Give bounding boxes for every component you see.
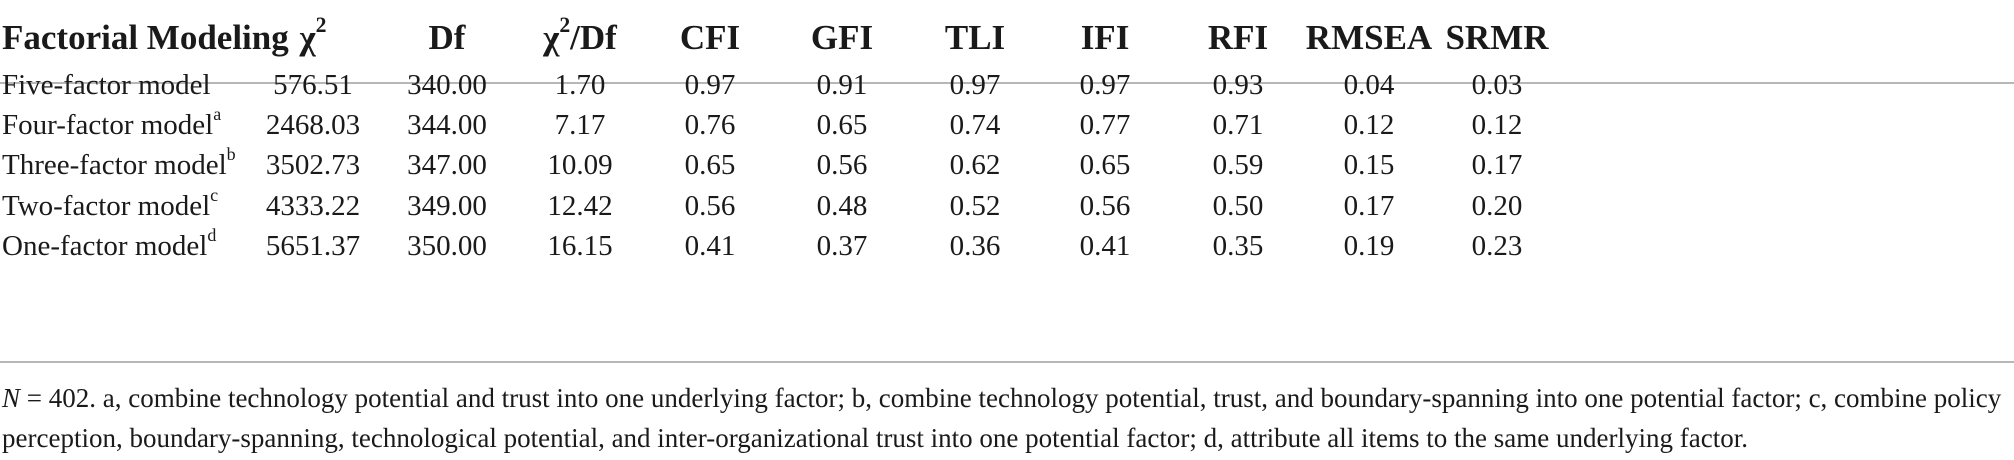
cell-gfi: 0.37 xyxy=(816,230,868,262)
cell-srmr: 0.23 xyxy=(1471,230,1523,262)
cell-chi-square: 2468.03 xyxy=(265,109,361,141)
header-gfi: GFI xyxy=(810,18,874,57)
table-bottom-rule xyxy=(0,361,2014,363)
cell-chi-square-df: 7.17 xyxy=(554,109,606,141)
cell-cfi: 0.56 xyxy=(684,190,736,222)
cell-tli: 0.52 xyxy=(949,190,1001,222)
cell-chi-square: 3502.73 xyxy=(265,149,361,181)
header-factorial-modeling: Factorial Modeling xyxy=(2,18,289,57)
cell-cfi: 0.97 xyxy=(684,69,736,101)
cell-tli: 0.62 xyxy=(949,149,1001,181)
cell-chi-square: 576.51 xyxy=(273,69,353,101)
cell-ifi: 0.56 xyxy=(1079,190,1131,222)
header-chi-exponent-2: 2 xyxy=(559,13,571,38)
cell-df: 347.00 xyxy=(407,149,487,181)
model-footnote-marker: d xyxy=(207,224,217,245)
cell-rfi: 0.71 xyxy=(1212,109,1264,141)
cell-rmsea: 0.12 xyxy=(1343,109,1395,141)
model-label: One-factor model xyxy=(2,230,208,262)
cell-tli: 0.74 xyxy=(949,109,1001,141)
cell-rfi: 0.35 xyxy=(1212,230,1264,262)
cell-rmsea: 0.19 xyxy=(1343,230,1395,262)
cell-chi-square-df: 16.15 xyxy=(547,230,613,262)
cell-df: 340.00 xyxy=(407,69,487,101)
cell-df: 349.00 xyxy=(407,190,487,222)
footnote-n-label: N xyxy=(2,383,21,413)
header-chi-square: χ2 xyxy=(299,14,326,58)
cell-srmr: 0.20 xyxy=(1471,190,1523,222)
cell-rmsea: 0.04 xyxy=(1343,69,1395,101)
cell-srmr: 0.17 xyxy=(1471,149,1523,181)
header-chi-symbol: χ xyxy=(299,18,316,57)
cell-chi-square-df: 1.70 xyxy=(554,69,606,101)
cell-chi-square-df: 10.09 xyxy=(547,149,613,181)
model-label: Three-factor model xyxy=(2,149,227,181)
header-rfi: RFI xyxy=(1207,18,1269,57)
model-footnote-marker: c xyxy=(210,184,219,205)
cell-ifi: 0.77 xyxy=(1079,109,1131,141)
header-rmsea: RMSEA xyxy=(1305,18,1433,57)
cell-srmr: 0.12 xyxy=(1471,109,1523,141)
cell-tli: 0.97 xyxy=(949,69,1001,101)
model-label: Five-factor model xyxy=(2,69,211,101)
cell-df: 344.00 xyxy=(407,109,487,141)
cell-rfi: 0.50 xyxy=(1212,190,1264,222)
cell-tli: 0.36 xyxy=(949,230,1001,262)
cell-gfi: 0.91 xyxy=(816,69,868,101)
cell-srmr: 0.03 xyxy=(1471,69,1523,101)
cell-df: 350.00 xyxy=(407,230,487,262)
cell-gfi: 0.56 xyxy=(816,149,868,181)
row-model-name: One-factor modeld xyxy=(2,226,216,263)
footnote-text: = 402. a, combine technology potential a… xyxy=(2,383,2002,453)
header-chi-exponent: 2 xyxy=(315,13,327,38)
row-model-name: Two-factor modelc xyxy=(2,186,218,223)
row-model-name: Three-factor modelb xyxy=(2,145,236,182)
row-model-name: Five-factor model xyxy=(2,69,211,102)
header-ifi: IFI xyxy=(1080,18,1130,57)
cell-gfi: 0.48 xyxy=(816,190,868,222)
cell-rmsea: 0.15 xyxy=(1343,149,1395,181)
cell-cfi: 0.41 xyxy=(684,230,736,262)
header-per-df: /Df xyxy=(570,18,617,57)
header-df: Df xyxy=(428,18,466,57)
cell-cfi: 0.76 xyxy=(684,109,736,141)
header-chi-square-df: χ2/Df xyxy=(543,14,617,58)
model-label: Two-factor model xyxy=(2,190,211,222)
cell-rfi: 0.93 xyxy=(1212,69,1264,101)
header-chi-symbol-2: χ xyxy=(543,18,560,57)
cell-rmsea: 0.17 xyxy=(1343,190,1395,222)
table-footnote: N = 402. a, combine technology potential… xyxy=(2,378,2012,458)
cell-ifi: 0.41 xyxy=(1079,230,1131,262)
cell-gfi: 0.65 xyxy=(816,109,868,141)
cell-chi-square: 4333.22 xyxy=(265,190,361,222)
header-srmr: SRMR xyxy=(1445,18,1549,57)
table-header: Factorial Modeling χ2 Df χ2/Df CFI GFI T… xyxy=(0,0,2014,84)
header-cfi: CFI xyxy=(679,18,741,57)
cell-rfi: 0.59 xyxy=(1212,149,1264,181)
cell-ifi: 0.65 xyxy=(1079,149,1131,181)
model-footnote-marker: a xyxy=(213,103,222,124)
header-tli: TLI xyxy=(944,18,1006,57)
model-label: Four-factor model xyxy=(2,109,214,141)
row-model-name: Four-factor modela xyxy=(2,105,221,142)
cell-chi-square: 5651.37 xyxy=(265,230,361,262)
cell-ifi: 0.97 xyxy=(1079,69,1131,101)
cell-cfi: 0.65 xyxy=(684,149,736,181)
model-footnote-marker: b xyxy=(226,143,236,164)
cell-chi-square-df: 12.42 xyxy=(547,190,613,222)
